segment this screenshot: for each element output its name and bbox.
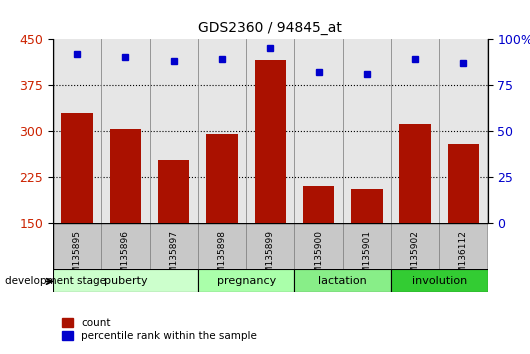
Bar xyxy=(351,189,383,223)
Title: GDS2360 / 94845_at: GDS2360 / 94845_at xyxy=(198,21,342,35)
Bar xyxy=(101,39,149,223)
Text: GSM135896: GSM135896 xyxy=(121,230,130,285)
Bar xyxy=(400,124,431,223)
Bar xyxy=(391,269,488,292)
Bar xyxy=(53,269,198,292)
Bar xyxy=(158,160,189,223)
Bar xyxy=(61,113,93,223)
Bar xyxy=(254,61,286,223)
Bar xyxy=(198,223,246,271)
Text: GSM135900: GSM135900 xyxy=(314,230,323,285)
Text: lactation: lactation xyxy=(319,275,367,286)
Bar xyxy=(246,223,295,271)
Bar xyxy=(149,223,198,271)
Bar xyxy=(295,223,343,271)
Text: puberty: puberty xyxy=(104,275,147,286)
Bar xyxy=(206,134,237,223)
Bar xyxy=(439,223,488,271)
Bar xyxy=(343,39,391,223)
Bar xyxy=(448,144,479,223)
Text: GSM135901: GSM135901 xyxy=(363,230,372,285)
Text: GSM135898: GSM135898 xyxy=(217,230,226,285)
Bar xyxy=(391,39,439,223)
Bar xyxy=(101,223,149,271)
Bar xyxy=(439,39,488,223)
Bar xyxy=(110,129,141,223)
Text: involution: involution xyxy=(412,275,467,286)
Bar xyxy=(295,269,391,292)
Legend: count, percentile rank within the sample: count, percentile rank within the sample xyxy=(58,314,261,345)
Bar xyxy=(303,186,334,223)
Text: development stage: development stage xyxy=(5,276,107,286)
Text: GSM136112: GSM136112 xyxy=(459,230,468,285)
Bar xyxy=(246,39,295,223)
Bar xyxy=(53,39,101,223)
Text: GSM135902: GSM135902 xyxy=(411,230,420,285)
Text: pregnancy: pregnancy xyxy=(217,275,276,286)
Bar xyxy=(343,223,391,271)
Bar xyxy=(198,269,295,292)
Text: GSM135899: GSM135899 xyxy=(266,230,275,285)
Bar xyxy=(53,223,101,271)
Bar xyxy=(295,39,343,223)
Text: GSM135895: GSM135895 xyxy=(73,230,82,285)
Text: GSM135897: GSM135897 xyxy=(169,230,178,285)
Bar xyxy=(198,39,246,223)
Bar xyxy=(391,223,439,271)
Bar xyxy=(149,39,198,223)
